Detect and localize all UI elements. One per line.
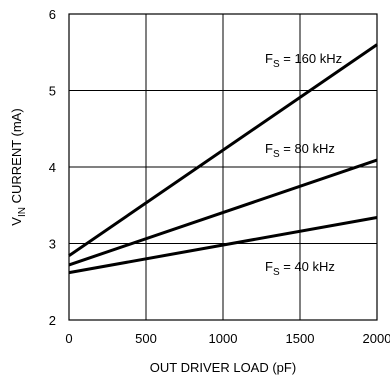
- series-line-80khz: [68, 158, 378, 267]
- series-line-160khz: [68, 43, 378, 257]
- y-axis-label: VIN CURRENT (mA): [9, 108, 28, 225]
- y-tick-label-1: 3: [49, 237, 56, 252]
- x-axis-label: OUT DRIVER LOAD (pF): [150, 360, 296, 375]
- x-tick-label-0: 0: [65, 331, 72, 346]
- x-tick-label-3: 1500: [286, 331, 315, 346]
- y-tick-label-2: 4: [49, 160, 56, 175]
- y-tick-label-4: 6: [49, 7, 56, 22]
- y-tick-label-3: 5: [49, 84, 56, 99]
- y-tick-label-0: 2: [49, 313, 56, 328]
- series-line-40khz: [68, 216, 378, 275]
- x-tick-labels: 0 500 1000 1500 2000: [65, 331, 390, 346]
- grid: [69, 14, 377, 320]
- series-label-40khz: FS = 40 kHz: [265, 259, 335, 278]
- y-tick-labels: 2 3 4 5 6: [49, 7, 56, 328]
- x-tick-label-4: 2000: [363, 331, 390, 346]
- series-label-80khz: FS = 80 kHz: [265, 141, 335, 160]
- x-tick-label-1: 500: [135, 331, 157, 346]
- series-lines: [68, 43, 378, 275]
- x-tick-label-2: 1000: [209, 331, 238, 346]
- series-label-160khz: FS = 160 kHz: [265, 51, 342, 70]
